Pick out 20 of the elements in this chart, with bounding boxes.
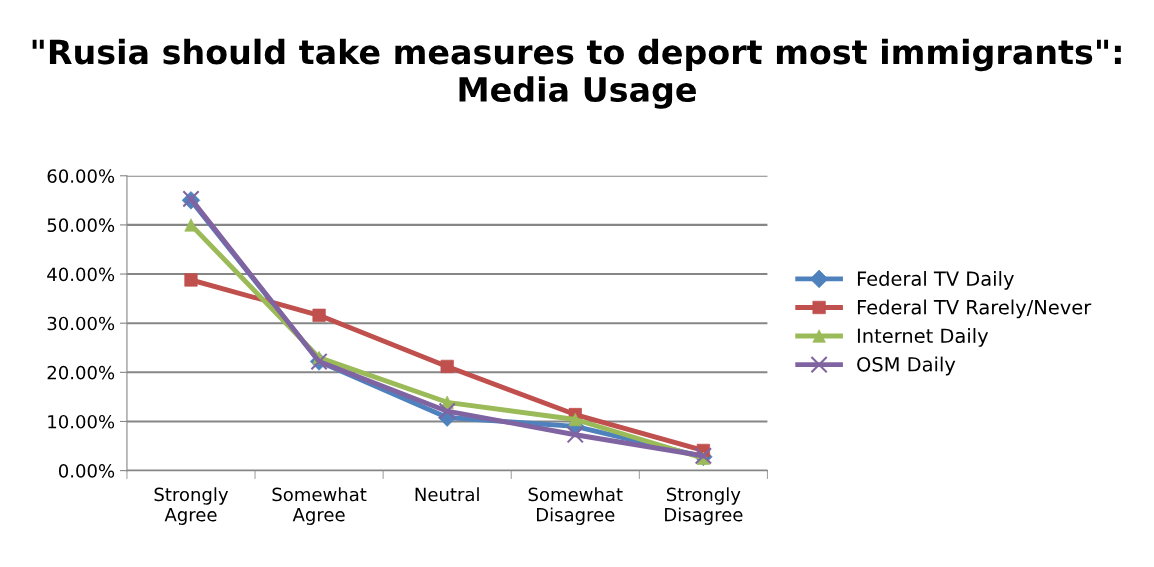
point — [312, 308, 326, 322]
point — [438, 402, 456, 420]
y-tick-label: 60.00% — [47, 169, 115, 183]
chart-title: "Rusia should take measures to deport most immigrants": Media Usage — [32, 38, 1121, 109]
legend-label: OSM Daily — [857, 356, 956, 376]
legend-label: Federal TV Rarely/Never — [857, 299, 1092, 319]
y-tick-label: 10.00% — [48, 414, 115, 429]
y-tick-label: 50.00% — [47, 218, 115, 233]
x-tick-label: Neutral — [415, 487, 479, 502]
x-tick-label: Somewhat Disagree — [528, 487, 623, 525]
legend-label: Federal TV Daily — [857, 270, 1014, 290]
y-tick-label: 30.00% — [47, 316, 115, 331]
point — [566, 426, 584, 444]
legend-label: Internet Daily — [857, 328, 989, 347]
x-tick-label: Strongly Agree — [154, 487, 229, 525]
y-tick-label: 20.00% — [47, 365, 115, 380]
x-tick-label: Strongly Disagree — [665, 487, 743, 525]
x-tick-label: Somewhat Agree — [272, 487, 367, 525]
y-tick-label: 0.00% — [58, 464, 115, 478]
y-tick-label: 40.00% — [47, 267, 115, 282]
